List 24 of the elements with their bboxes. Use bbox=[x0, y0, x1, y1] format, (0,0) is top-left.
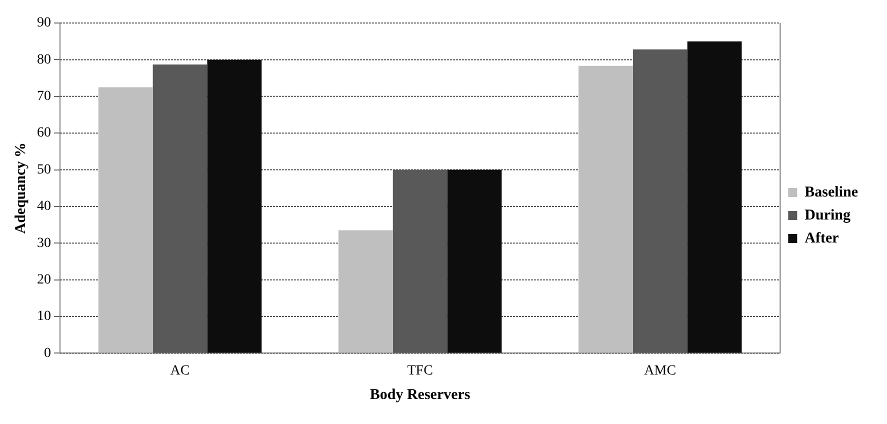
bar bbox=[578, 66, 633, 353]
y-tick-label: 10 bbox=[37, 309, 51, 324]
y-tick-label: 50 bbox=[37, 162, 51, 178]
legend-label: After bbox=[804, 230, 840, 246]
bar bbox=[687, 41, 742, 353]
y-tick-label: 70 bbox=[37, 89, 51, 104]
bar bbox=[338, 230, 393, 353]
y-tick-label: 80 bbox=[37, 52, 51, 68]
bar bbox=[447, 170, 502, 353]
bar bbox=[207, 60, 262, 353]
y-tick-label: 30 bbox=[37, 236, 51, 251]
y-tick-label: 40 bbox=[37, 199, 51, 214]
legend-label: Baseline bbox=[804, 184, 858, 200]
y-tick-label: 60 bbox=[37, 126, 51, 141]
x-tick-label: AMC bbox=[644, 363, 676, 378]
x-axis-title: Body Reservers bbox=[370, 386, 470, 403]
bar bbox=[98, 87, 153, 353]
x-tick-label: AC bbox=[170, 363, 190, 378]
x-tick-label: TFC bbox=[407, 363, 433, 378]
y-tick-label: 90 bbox=[37, 16, 51, 31]
y-tick-label: 20 bbox=[37, 272, 51, 288]
y-tick-label: 0 bbox=[44, 346, 51, 361]
legend-label: During bbox=[804, 207, 852, 224]
y-axis-title: Adequancy % bbox=[12, 142, 29, 234]
